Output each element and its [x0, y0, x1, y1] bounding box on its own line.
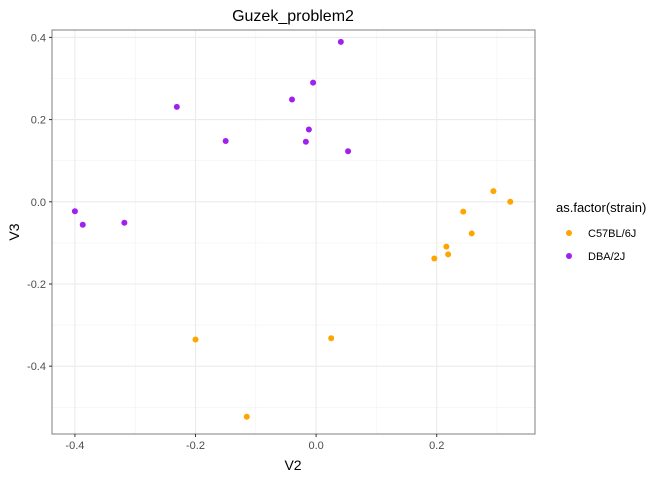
legend-title: as.factor(strain) [556, 200, 646, 215]
legend-label: DBA/2J [588, 251, 625, 263]
plot-border [51, 29, 536, 435]
scatter-point [243, 413, 250, 420]
x-tick-label: 0.0 [308, 440, 323, 452]
chart-title: Guzek_problem2 [232, 8, 354, 25]
scatter-point [345, 148, 352, 155]
scatter-point [310, 79, 317, 86]
scatter-point [431, 255, 438, 262]
scatter-point [302, 138, 309, 145]
scatter-point [79, 221, 86, 228]
legend-items: C57BL/6J DBA/2J [566, 228, 636, 263]
scatter-point [468, 230, 475, 237]
y-tick-label: -0.4 [27, 361, 46, 373]
scatter-point [192, 336, 199, 343]
scatter-point [305, 126, 312, 133]
x-tick-label: 0.2 [429, 440, 444, 452]
minor-gridlines [52, 30, 535, 434]
y-tick-label: 0.0 [31, 197, 46, 209]
legend-key [566, 230, 572, 236]
scatter-point [71, 208, 78, 215]
legend: as.factor(strain) C57BL/6J DBA/2J [556, 200, 646, 263]
scatter-point [121, 219, 128, 226]
scatter-point [222, 137, 229, 144]
scatter-point [507, 198, 514, 205]
scatter-point [443, 243, 450, 250]
data-points [71, 38, 514, 420]
x-axis-ticks: -0.4 -0.2 0.0 0.2 [65, 434, 444, 452]
scatter-point [173, 103, 180, 110]
x-tick-label: -0.4 [65, 440, 84, 452]
scatter-point [328, 335, 335, 342]
legend-key [566, 253, 572, 259]
scatter-point [445, 251, 452, 258]
x-axis-title: V2 [284, 457, 301, 473]
y-axis-ticks: -0.4 -0.2 0.0 0.2 0.4 [27, 32, 52, 373]
scatter-point [460, 208, 467, 215]
x-tick-label: -0.2 [186, 440, 205, 452]
legend-label: C57BL/6J [588, 228, 636, 240]
scatter-point [490, 188, 497, 195]
y-axis-title: V3 [6, 223, 22, 240]
scatter-point [288, 96, 295, 103]
plot-panel [52, 30, 535, 434]
y-tick-label: 0.4 [31, 32, 46, 44]
major-gridlines [52, 30, 535, 434]
y-tick-label: 0.2 [31, 115, 46, 127]
y-tick-label: -0.2 [27, 279, 46, 291]
scatter-point [337, 38, 344, 45]
